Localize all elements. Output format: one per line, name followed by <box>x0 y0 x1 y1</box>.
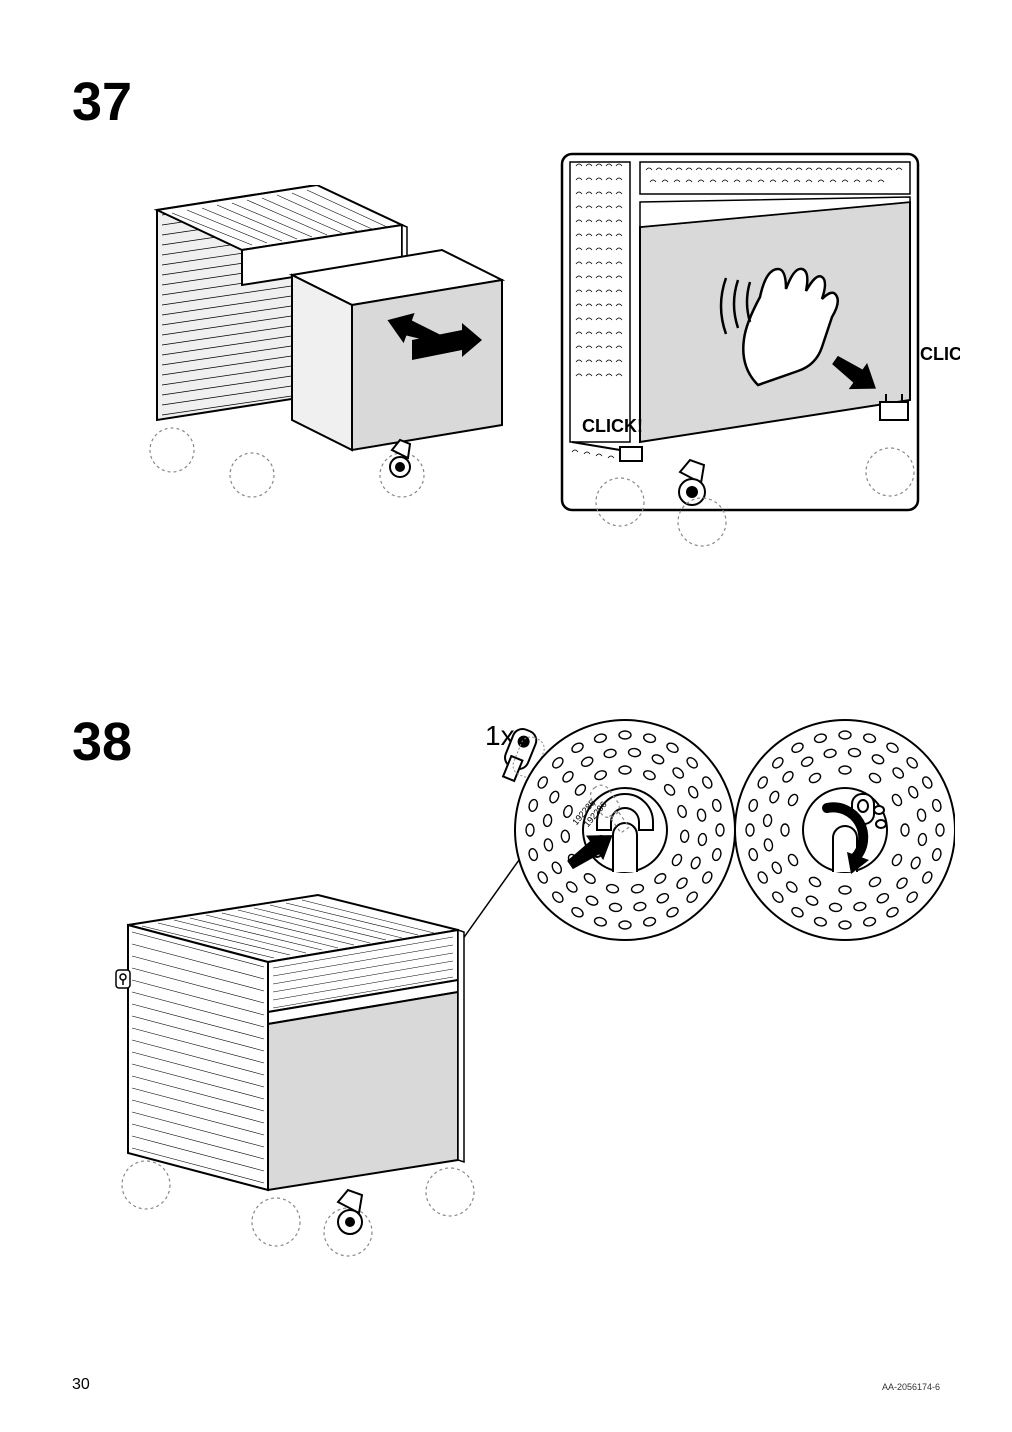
page-number: 30 <box>72 1376 90 1394</box>
figure-37-right: CLICK! CLICK! <box>560 152 960 552</box>
click-label-left: CLICK! <box>582 416 643 436</box>
page: 37 38 <box>0 0 1012 1432</box>
step-number-38: 38 <box>72 715 132 769</box>
step-number-37: 37 <box>72 75 132 129</box>
document-id: AA-2056174-6 <box>882 1382 940 1392</box>
figure-38-detail: 1x <box>455 710 955 970</box>
figure-37-left <box>142 185 512 515</box>
figure-38-main <box>98 870 498 1270</box>
click-label-right: CLICK! <box>920 344 960 364</box>
